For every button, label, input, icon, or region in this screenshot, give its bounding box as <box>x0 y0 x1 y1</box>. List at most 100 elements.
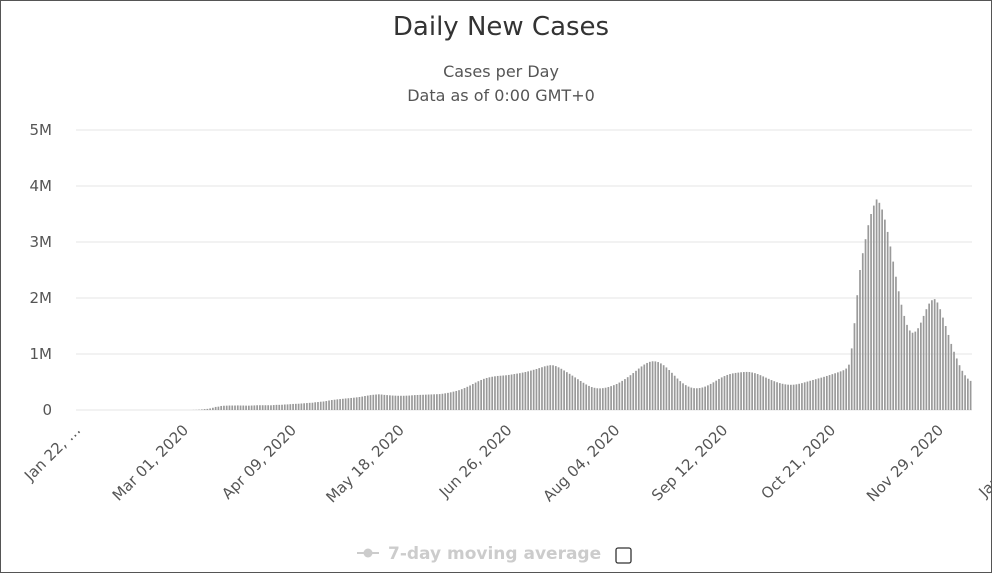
bar[interactable] <box>895 276 897 410</box>
bar[interactable] <box>704 386 706 410</box>
bar[interactable] <box>350 397 353 410</box>
bar[interactable] <box>881 209 883 410</box>
bar[interactable] <box>319 401 322 410</box>
bar[interactable] <box>247 405 250 410</box>
bar[interactable] <box>723 376 726 410</box>
bar[interactable] <box>662 365 665 410</box>
bar[interactable] <box>383 394 386 410</box>
bar[interactable] <box>635 370 637 410</box>
bar[interactable] <box>646 362 648 410</box>
bar[interactable] <box>787 384 789 410</box>
bar[interactable] <box>427 394 430 410</box>
bar[interactable] <box>568 373 571 410</box>
bar[interactable] <box>820 377 823 410</box>
bar[interactable] <box>712 382 715 410</box>
bar[interactable] <box>505 375 507 410</box>
bar[interactable] <box>264 405 267 410</box>
bar[interactable] <box>391 395 394 410</box>
bar[interactable] <box>342 398 344 410</box>
bar[interactable] <box>790 384 792 410</box>
bar[interactable] <box>878 202 881 410</box>
bar[interactable] <box>480 379 482 410</box>
bar[interactable] <box>217 406 220 410</box>
bar[interactable] <box>485 377 488 410</box>
bar[interactable] <box>961 370 964 410</box>
bar[interactable] <box>518 373 521 410</box>
bar[interactable] <box>358 397 361 410</box>
bar[interactable] <box>223 405 225 410</box>
bar[interactable] <box>966 378 969 410</box>
bar[interactable] <box>715 380 718 410</box>
bar[interactable] <box>922 315 925 410</box>
bar[interactable] <box>679 381 682 410</box>
bar[interactable] <box>613 385 615 410</box>
bar[interactable] <box>875 199 878 410</box>
bar[interactable] <box>831 374 834 410</box>
bar[interactable] <box>853 323 856 410</box>
bar[interactable] <box>322 401 325 410</box>
bar[interactable] <box>806 381 809 410</box>
bar[interactable] <box>339 399 341 410</box>
bar[interactable] <box>499 375 502 410</box>
bar[interactable] <box>955 358 958 410</box>
bar[interactable] <box>438 394 441 410</box>
bar[interactable] <box>242 405 245 410</box>
bar[interactable] <box>682 383 684 410</box>
bar[interactable] <box>220 405 223 410</box>
bar[interactable] <box>474 382 477 410</box>
bar[interactable] <box>306 403 308 410</box>
bar[interactable] <box>911 332 914 410</box>
bar[interactable] <box>803 382 806 410</box>
bar[interactable] <box>726 374 729 410</box>
bar[interactable] <box>931 300 933 410</box>
bar[interactable] <box>626 377 629 410</box>
bar[interactable] <box>604 387 607 410</box>
bar[interactable] <box>530 370 532 410</box>
bar[interactable] <box>577 379 579 410</box>
bar[interactable] <box>817 378 820 410</box>
bar[interactable] <box>776 382 778 410</box>
bar[interactable] <box>693 388 695 410</box>
bar[interactable] <box>200 409 203 410</box>
bar[interactable] <box>762 376 765 410</box>
bar[interactable] <box>557 367 560 410</box>
bar[interactable] <box>731 373 734 410</box>
bar[interactable] <box>892 261 895 410</box>
bar[interactable] <box>460 389 463 410</box>
bar[interactable] <box>256 405 258 410</box>
bar[interactable] <box>770 380 773 410</box>
bar[interactable] <box>234 405 236 410</box>
legend-item-7-day-moving-average[interactable]: 7-day moving average <box>357 544 601 564</box>
bar[interactable] <box>532 369 535 410</box>
bar[interactable] <box>527 371 529 410</box>
bar[interactable] <box>300 403 303 411</box>
bar[interactable] <box>502 375 505 411</box>
bar[interactable] <box>424 394 427 410</box>
bar[interactable] <box>272 405 275 410</box>
bar[interactable] <box>618 382 621 410</box>
bar[interactable] <box>861 253 864 410</box>
bar[interactable] <box>491 376 494 410</box>
bar[interactable] <box>308 402 311 410</box>
bar[interactable] <box>314 402 317 410</box>
bar[interactable] <box>416 394 419 410</box>
bar[interactable] <box>695 388 698 410</box>
bar[interactable] <box>784 384 787 410</box>
bar[interactable] <box>419 394 422 410</box>
bar[interactable] <box>845 368 848 410</box>
bar[interactable] <box>621 380 624 410</box>
bar[interactable] <box>917 328 919 410</box>
bar[interactable] <box>953 351 955 410</box>
bar[interactable] <box>707 385 709 410</box>
bar[interactable] <box>837 372 839 410</box>
bar[interactable] <box>366 395 369 410</box>
bar[interactable] <box>867 225 870 410</box>
bar[interactable] <box>543 366 546 410</box>
bar[interactable] <box>637 368 640 410</box>
bar[interactable] <box>754 373 756 410</box>
bar[interactable] <box>687 386 690 410</box>
bar[interactable] <box>908 330 911 410</box>
bar[interactable] <box>651 361 654 410</box>
bar[interactable] <box>939 309 942 410</box>
bar[interactable] <box>372 394 375 410</box>
